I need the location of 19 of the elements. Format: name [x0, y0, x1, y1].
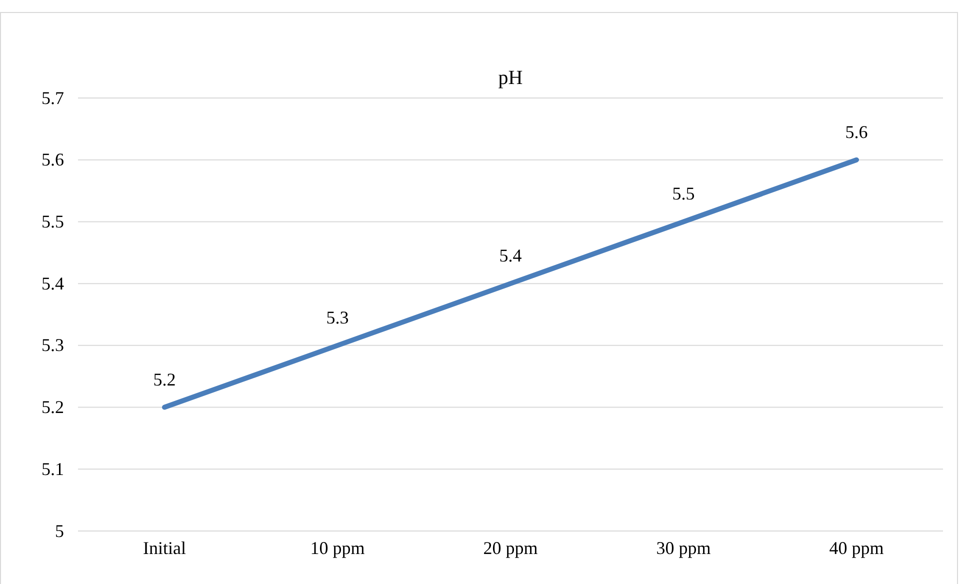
y-tick-label: 5.1 — [42, 458, 64, 479]
y-tick-label: 5.5 — [42, 211, 64, 232]
x-tick-label: 30 ppm — [656, 538, 711, 558]
data-label: 5.3 — [326, 307, 349, 328]
y-tick-label: 5.2 — [42, 397, 64, 418]
x-tick-label: 20 ppm — [483, 538, 538, 558]
y-tick-label: 5.4 — [42, 273, 64, 294]
data-label: 5.4 — [499, 246, 522, 266]
y-tick-label: 5.6 — [42, 150, 64, 170]
y-tick-label: 5.7 — [42, 88, 64, 108]
data-label: 5.5 — [672, 184, 695, 204]
y-tick-label: 5 — [55, 520, 64, 541]
x-tick-label: 10 ppm — [310, 538, 365, 558]
data-label: 5.6 — [845, 122, 868, 142]
x-tick-label: Initial — [143, 538, 186, 558]
data-label: 5.2 — [153, 369, 176, 390]
chart-title: pH — [498, 67, 523, 89]
y-tick-label: 5.3 — [42, 335, 64, 356]
x-tick-label: 40 ppm — [829, 538, 884, 558]
